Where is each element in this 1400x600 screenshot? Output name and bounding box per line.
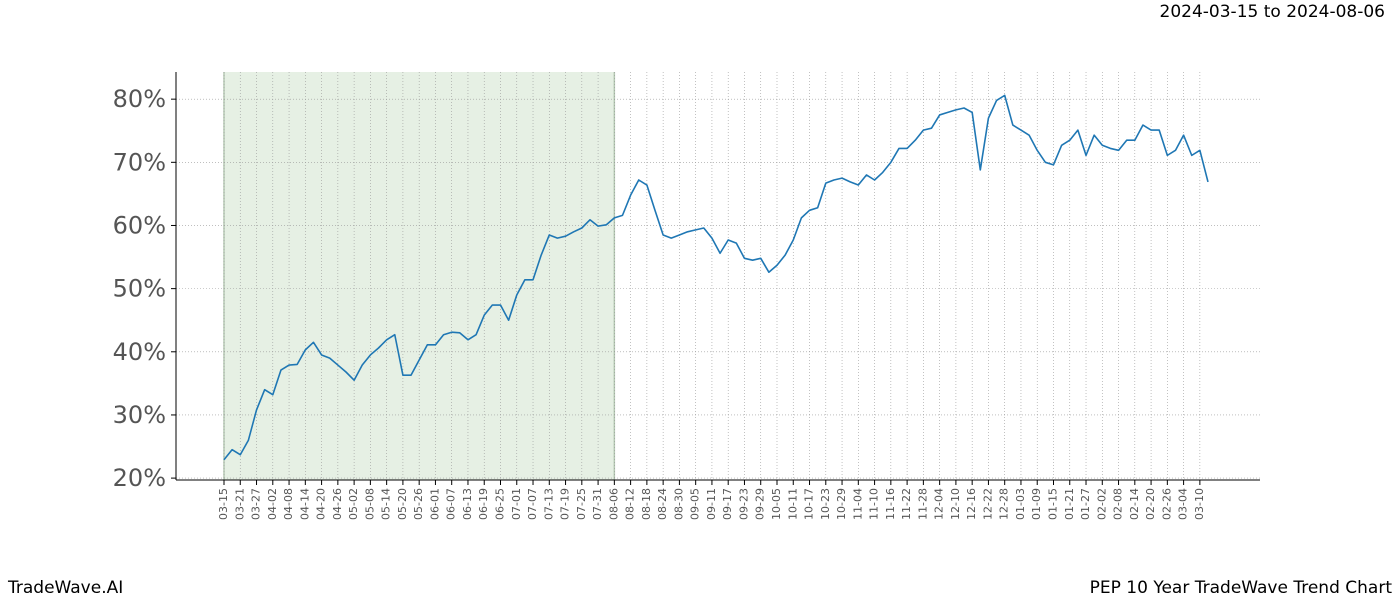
x-tick-label: 04-08: [282, 488, 295, 520]
x-tick-label: 12-16: [965, 488, 978, 520]
x-tick-label: 10-11: [786, 488, 799, 520]
x-tick-label: 02-08: [1112, 488, 1125, 520]
chart-title: PEP 10 Year TradeWave Trend Chart: [1090, 578, 1393, 598]
x-tick-label: 04-20: [315, 488, 328, 520]
x-tick-label: 07-19: [559, 488, 572, 520]
x-tick-label: 12-28: [998, 488, 1011, 520]
x-tick-label: 04-14: [298, 488, 311, 520]
x-tick-label: 10-23: [819, 488, 832, 520]
x-tick-label: 07-07: [526, 488, 539, 520]
y-tick-label: 30%: [113, 401, 166, 429]
x-tick-label: 01-15: [1046, 488, 1059, 520]
x-tick-label: 01-03: [1014, 488, 1027, 520]
x-tick-label: 09-23: [737, 488, 750, 520]
x-tick-label: 07-13: [542, 488, 555, 520]
x-tick-label: 02-14: [1128, 488, 1141, 520]
x-tick-label: 03-15: [217, 488, 230, 520]
x-tick-label: 06-25: [493, 488, 506, 520]
x-tick-label: 03-10: [1193, 488, 1206, 520]
x-tick-label: 05-26: [412, 488, 425, 520]
x-tick-label: 02-02: [1095, 488, 1108, 520]
x-tick-label: 08-06: [607, 488, 620, 520]
x-tick-label: 08-12: [624, 488, 637, 520]
y-tick-label: 70%: [113, 148, 166, 176]
x-tick-label: 12-04: [933, 488, 946, 520]
x-tick-label: 04-02: [266, 488, 279, 520]
x-tick-label: 05-20: [396, 488, 409, 520]
series-line: [223, 94, 1209, 461]
x-tick-label: 06-07: [445, 488, 458, 520]
date-range: 2024-03-15 to 2024-08-06: [1160, 2, 1385, 22]
x-tick-label: 11-28: [916, 488, 929, 520]
x-tick-label: 05-14: [380, 488, 393, 520]
x-tick-label: 05-02: [347, 488, 360, 520]
x-tick-label: 03-27: [250, 488, 263, 520]
x-tick-label: 08-18: [640, 488, 653, 520]
x-tick-label: 10-17: [803, 488, 816, 520]
x-tick-label: 02-26: [1160, 488, 1173, 520]
x-tick-label: 09-17: [721, 488, 734, 520]
x-tick-label: 10-29: [835, 488, 848, 520]
x-tick-label: 06-13: [461, 488, 474, 520]
x-tick-label: 12-10: [949, 488, 962, 520]
x-tick-label: 11-10: [868, 488, 881, 520]
x-tick-label: 09-11: [705, 488, 718, 520]
x-tick-label: 07-01: [510, 488, 523, 520]
x-tick-label: 04-26: [331, 488, 344, 520]
x-tick-label: 07-25: [575, 488, 588, 520]
x-tick-label: 11-22: [900, 488, 913, 520]
x-tick-label: 02-20: [1144, 488, 1157, 520]
x-tick-label: 06-19: [477, 488, 490, 520]
y-tick-label: 20%: [113, 464, 166, 492]
y-tick-label: 80%: [113, 85, 166, 113]
x-tick-label: 01-27: [1079, 488, 1092, 520]
brand: TradeWave.AI: [7, 578, 123, 598]
x-tick-label: 06-01: [428, 488, 441, 520]
x-tick-label: 01-09: [1030, 488, 1043, 520]
x-tick-label: 07-31: [591, 488, 604, 520]
x-tick-label: 08-24: [656, 488, 669, 520]
x-tick-label: 11-04: [851, 488, 864, 520]
x-tick-label: 10-05: [770, 488, 783, 520]
y-tick-label: 50%: [113, 275, 166, 303]
x-tick-label: 12-22: [981, 488, 994, 520]
x-tick-label: 08-30: [672, 488, 685, 520]
x-tick-label: 01-21: [1063, 488, 1076, 520]
x-tick-label: 05-08: [363, 488, 376, 520]
x-tick-label: 11-16: [884, 488, 897, 520]
y-tick-label: 60%: [113, 211, 166, 239]
x-tick-label: 03-04: [1177, 488, 1190, 520]
x-tick-label: 09-29: [754, 488, 767, 520]
y-tick-label: 40%: [113, 338, 166, 366]
x-tick-label: 09-05: [689, 488, 702, 520]
x-tick-label: 03-21: [233, 488, 246, 520]
